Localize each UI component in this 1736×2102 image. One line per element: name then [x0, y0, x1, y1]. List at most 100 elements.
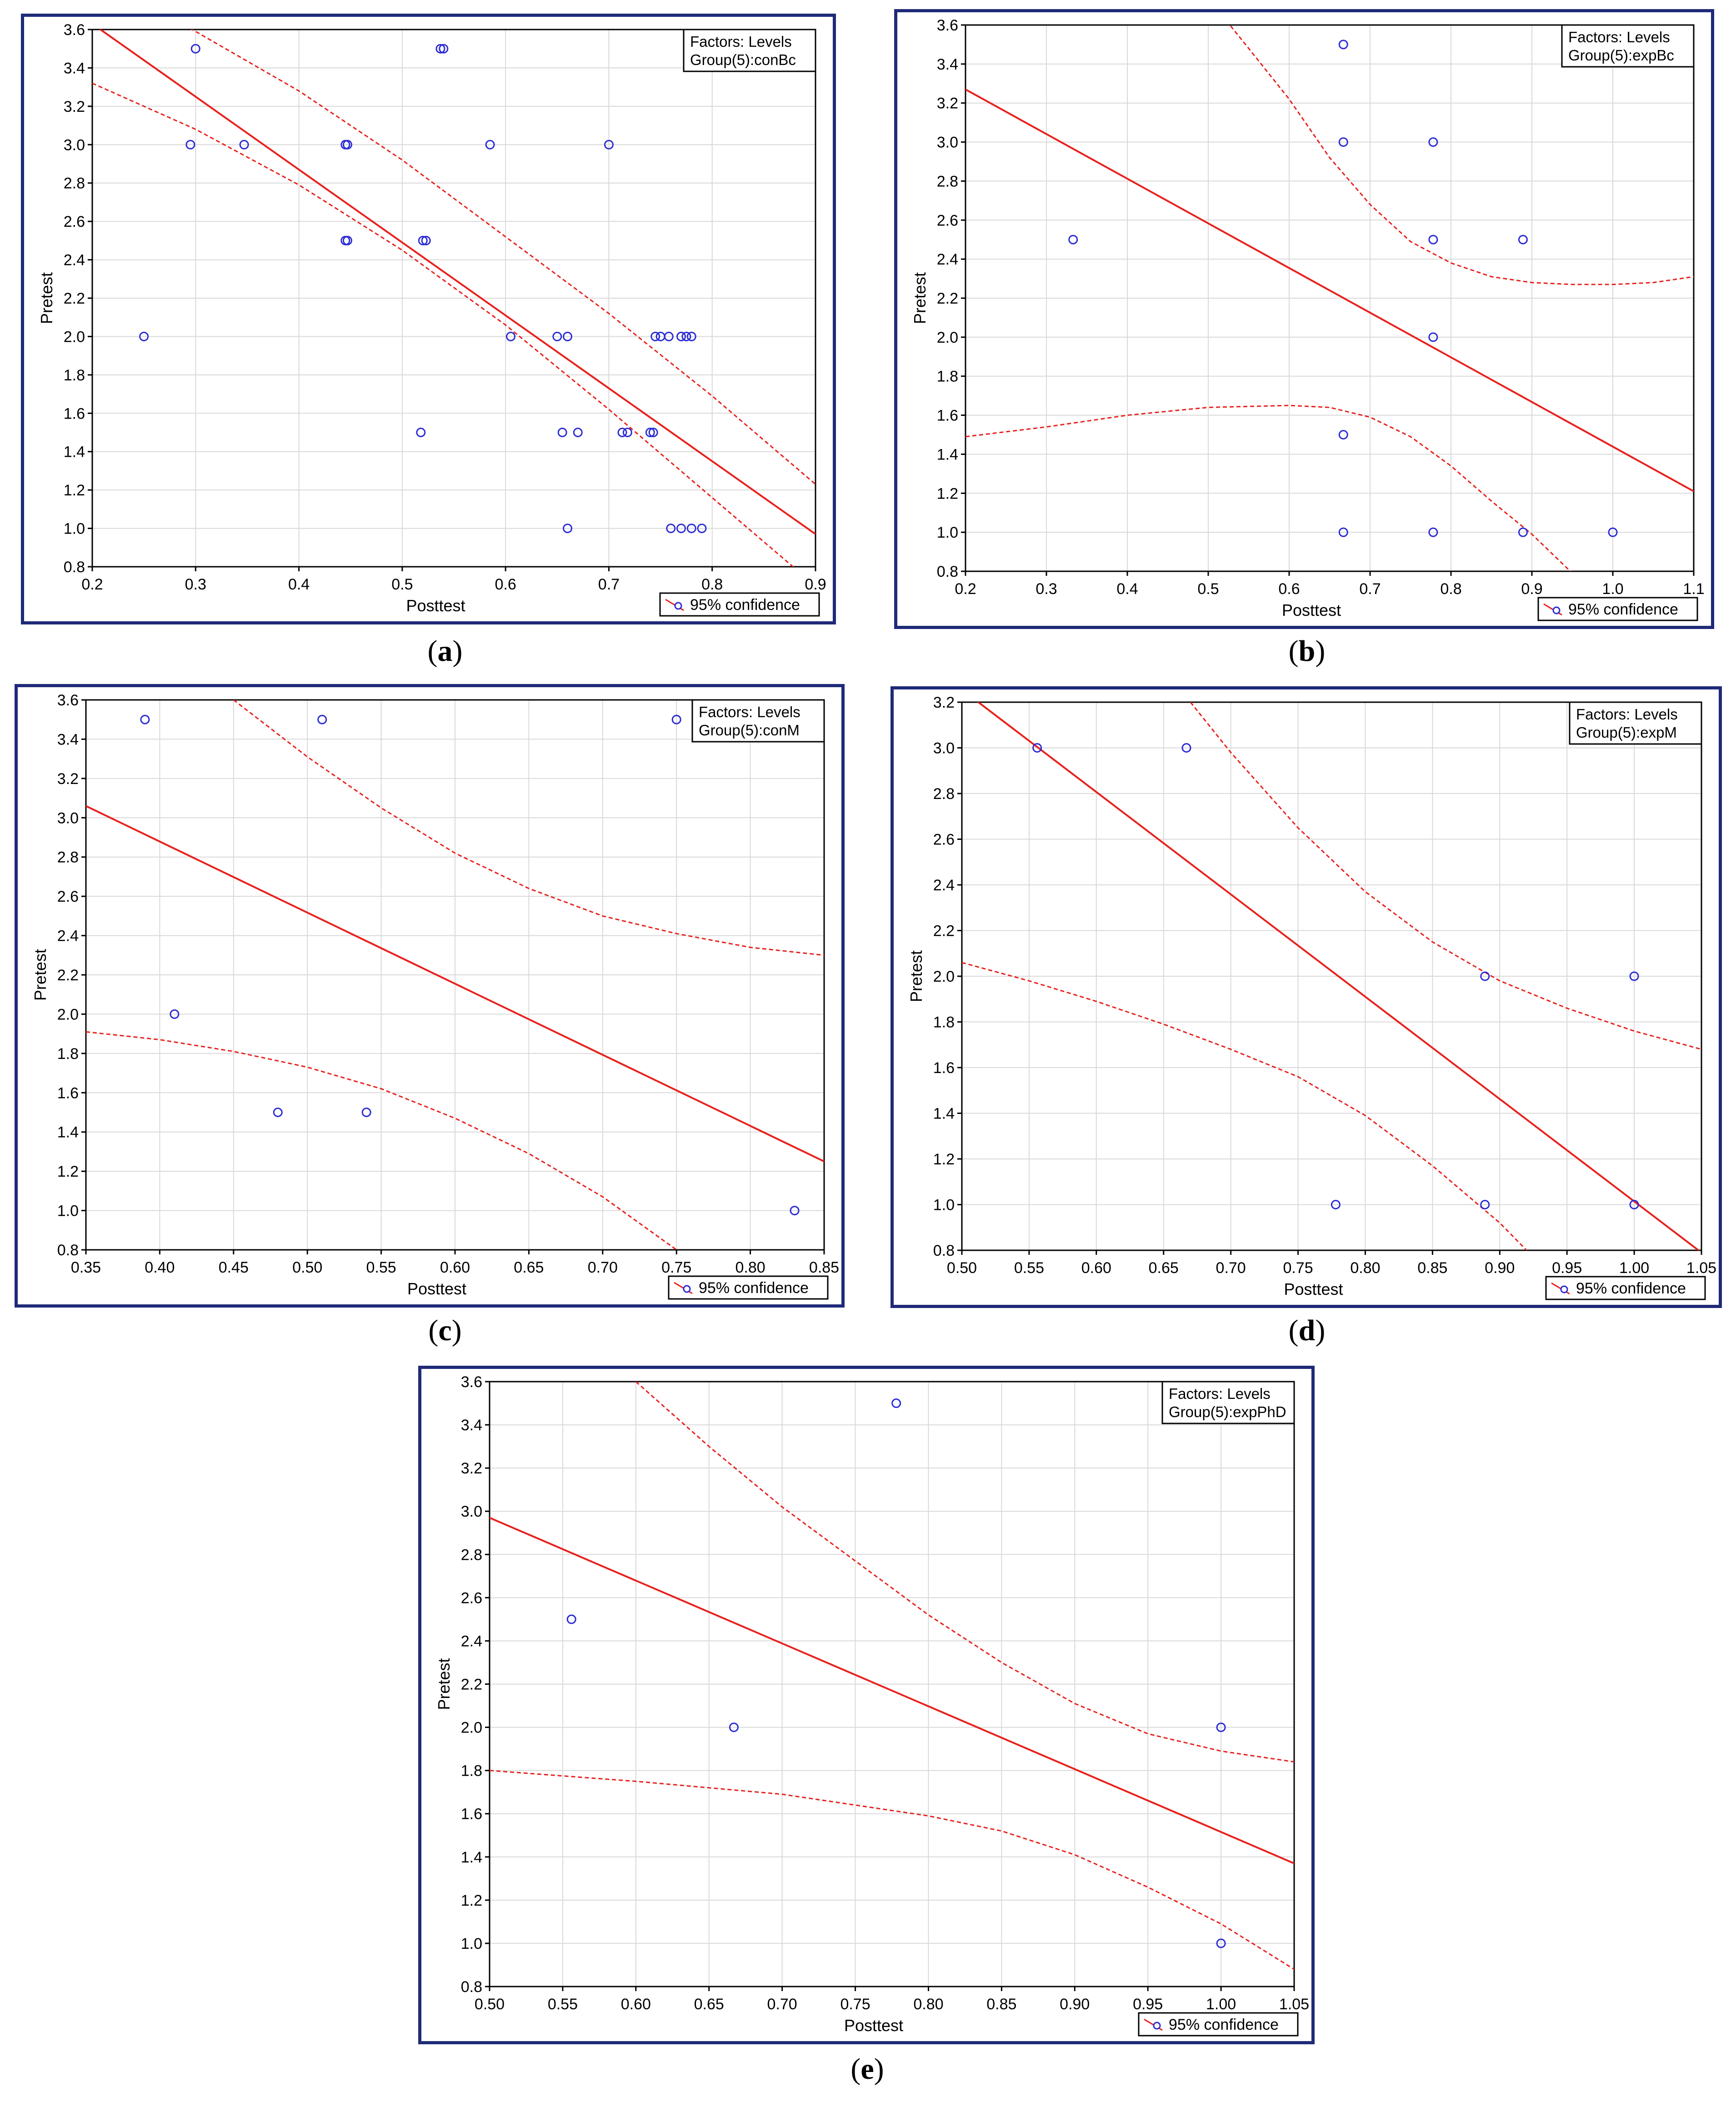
data-point — [686, 524, 696, 534]
data-point — [239, 140, 249, 150]
legend-frame — [659, 592, 820, 617]
factors-title: Factors: Levels — [1169, 1385, 1271, 1402]
x-tick-label: 0.3 — [1036, 580, 1057, 598]
x-tick-label: 0.75 — [1283, 1259, 1313, 1277]
factors-title: Factors: Levels — [1568, 29, 1670, 45]
y-tick-label: 1.4 — [933, 1105, 955, 1123]
data-point — [1428, 332, 1438, 342]
legend-label: 95% confidence — [699, 1279, 809, 1297]
data-point — [1338, 40, 1348, 50]
y-tick-label: 2.4 — [933, 877, 955, 894]
legend: 95% confidence — [1138, 2012, 1299, 2037]
x-tick-label: 0.75 — [661, 1259, 691, 1276]
x-tick-label: 0.50 — [475, 1996, 505, 2013]
data-point — [1629, 1200, 1639, 1209]
factors-level: Group(5):conBc — [690, 51, 796, 68]
data-point — [140, 714, 150, 724]
legend-point-swatch — [1552, 606, 1561, 614]
data-point — [506, 331, 516, 341]
data-point — [566, 1614, 576, 1624]
x-axis-label: Posttest — [844, 2016, 903, 2035]
x-tick-label: 0.85 — [1417, 1259, 1447, 1277]
data-point — [421, 235, 431, 245]
ci-lower-curve — [86, 1031, 677, 1250]
y-tick-label: 2.0 — [933, 968, 955, 985]
y-tick-label: 2.6 — [937, 212, 958, 229]
y-tick-label: 3.6 — [64, 21, 85, 39]
y-tick-label: 2.4 — [57, 928, 79, 945]
legend-frame — [1545, 1276, 1706, 1300]
data-point — [1216, 1938, 1226, 1948]
x-tick-label: 0.80 — [735, 1259, 765, 1276]
y-tick-label: 2.2 — [57, 967, 79, 984]
y-tick-label: 1.2 — [933, 1151, 955, 1168]
y-tick-label: 2.2 — [937, 290, 958, 307]
factors-level: Group(5):conM — [699, 722, 800, 739]
y-tick-label: 0.8 — [933, 1242, 955, 1259]
x-tick-label: 0.80 — [913, 1996, 943, 2013]
y-tick-label: 2.4 — [937, 251, 958, 268]
data-point — [666, 524, 676, 534]
y-axis-label: Pretest — [911, 272, 929, 324]
y-axis-label: Pretest — [907, 950, 926, 1002]
data-point — [790, 1206, 800, 1216]
x-tick-label: 0.55 — [1014, 1259, 1044, 1277]
legend: 95% confidence — [1545, 1276, 1706, 1300]
data-point — [573, 428, 583, 437]
x-tick-label: 0.75 — [840, 1996, 870, 2013]
data-point — [1629, 971, 1639, 981]
y-tick-label: 1.8 — [461, 1762, 482, 1780]
factors-box-frame — [691, 699, 825, 743]
y-tick-label: 3.4 — [57, 731, 79, 748]
y-tick-label: 3.0 — [64, 136, 85, 154]
data-point — [1331, 1200, 1341, 1209]
data-point — [170, 1009, 180, 1019]
x-tick-label: 0.6 — [1278, 580, 1300, 598]
ci-upper-curve — [1190, 702, 1701, 1050]
y-tick-label: 2.6 — [933, 831, 955, 849]
data-point — [563, 331, 573, 341]
ci-lower-curve — [962, 962, 1527, 1250]
x-tick-label: 0.55 — [366, 1259, 396, 1276]
data-point — [1032, 743, 1042, 753]
x-tick-label: 1.0 — [1602, 580, 1623, 598]
x-tick-label: 0.4 — [288, 576, 310, 593]
y-tick-label: 3.6 — [937, 17, 958, 34]
legend-point-swatch — [1560, 1285, 1568, 1293]
legend: 95% confidence — [668, 1275, 829, 1300]
x-tick-label: 0.2 — [955, 580, 976, 598]
series — [490, 1382, 1294, 1970]
y-tick-label: 3.4 — [64, 60, 85, 77]
x-tick-label: 0.70 — [767, 1996, 797, 2013]
y-tick-label: 1.2 — [57, 1163, 79, 1180]
y-axis-label: Pretest — [435, 1658, 453, 1710]
data-point — [416, 428, 426, 437]
y-tick-label: 2.6 — [64, 213, 85, 230]
grid — [85, 699, 825, 1250]
data-point — [435, 44, 445, 54]
x-tick-label: 0.60 — [440, 1259, 470, 1276]
factors-box-frame — [683, 29, 816, 72]
x-tick-label: 0.90 — [1485, 1259, 1515, 1277]
data-point — [676, 331, 686, 341]
data-point — [645, 428, 655, 437]
chart-panel-d: 0.50 0.55 0.60 0.65 0.70 0.75 0.80 0.85 0.90 0.95… — [891, 686, 1722, 1308]
legend-label: 95% confidence — [1169, 2016, 1279, 2033]
x-tick-label: 0.2 — [81, 576, 103, 593]
y-tick-label: 1.8 — [933, 1014, 955, 1031]
legend-label: 95% confidence — [690, 596, 800, 614]
x-tick-label: 1.05 — [1686, 1259, 1716, 1277]
y-tick-label: 1.2 — [64, 482, 85, 499]
data-point — [622, 428, 632, 437]
data-point — [1338, 137, 1348, 147]
y-tick-label: 1.8 — [64, 367, 85, 384]
y-axis-label: Pretest — [31, 949, 50, 1001]
regression-line — [966, 88, 1694, 492]
x-tick-label: 0.9 — [805, 576, 826, 593]
data-point — [1428, 235, 1438, 245]
y-tick-label: 3.0 — [461, 1503, 482, 1520]
x-tick-label: 0.95 — [1133, 1996, 1163, 2013]
y-tick-label: 2.0 — [461, 1719, 482, 1737]
x-tick-label: 0.5 — [1197, 580, 1219, 598]
data-point — [1216, 1723, 1226, 1733]
